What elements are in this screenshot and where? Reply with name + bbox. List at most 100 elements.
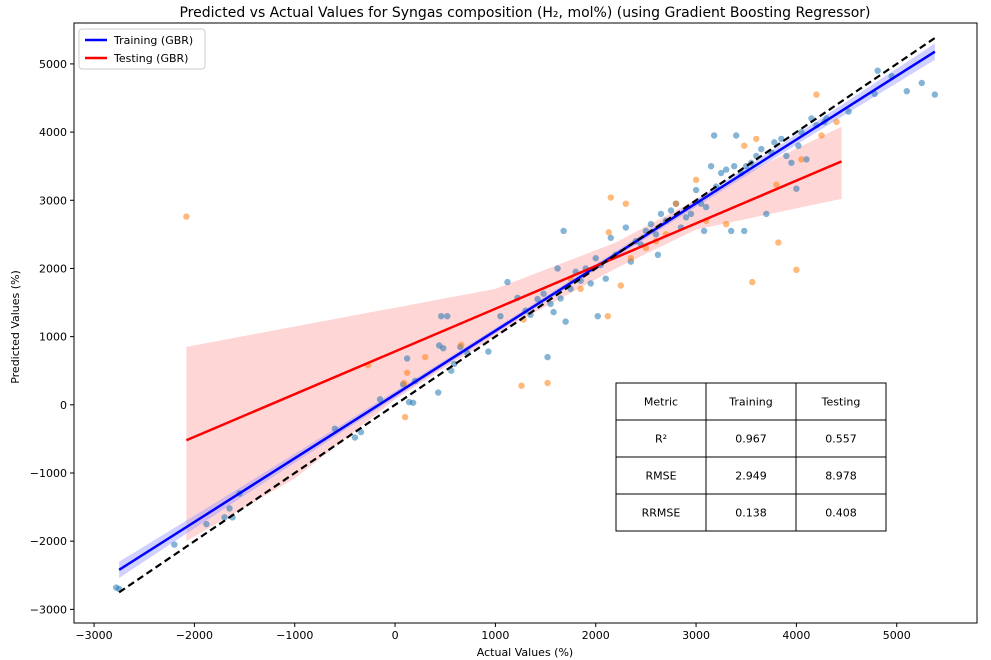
training-point [903,87,910,95]
training-point [587,280,594,287]
training-point [540,290,547,297]
training-point [793,185,800,192]
table-value: 0.408 [825,507,857,520]
training-point [652,231,660,238]
testing-point [544,379,551,387]
training-point [710,132,718,139]
chart-title: Predicted vs Actual Values for Syngas co… [179,5,870,21]
training-point [647,220,655,228]
table-header: Metric [644,396,678,409]
training-point [376,396,384,403]
x-tick-label: −1000 [276,629,313,642]
table-cell [615,382,707,421]
table-cell [795,456,887,495]
table-header: Training [728,396,772,409]
training-point [667,207,675,214]
x-tick-label: −2000 [176,629,213,642]
training-point [448,367,455,374]
training-point [758,145,765,153]
training-point [722,166,730,173]
testing-point [622,200,630,207]
training-point [622,224,630,231]
table-value: 8.978 [825,470,857,483]
testing-point [577,285,584,293]
training-point [733,132,740,139]
testing-point [818,132,825,139]
testing-point [607,194,614,201]
training-point [788,159,795,166]
training-point [560,227,567,235]
training-point [798,128,805,136]
y-tick-label: 0 [60,399,67,412]
training-point [602,275,609,282]
training-point [226,505,233,512]
training-point [874,67,881,74]
testing-point [813,91,820,98]
x-tick-label: −3000 [75,629,112,642]
training-point [771,139,778,146]
testing-point [518,382,525,389]
testing-point [401,413,409,421]
table-value: RRMSE [642,507,681,520]
y-tick-label: −3000 [30,603,67,616]
training-point [550,308,557,316]
training-point [918,79,926,87]
table-cell [705,419,797,458]
training-point [544,353,551,361]
x-tick-label: 3000 [682,629,710,642]
legend-label-training: Training (GBR) [113,34,193,47]
testing-point [183,213,190,220]
training-point [351,434,359,441]
x-tick-label: 2000 [582,629,610,642]
testing-point [833,118,840,126]
y-tick-label: −1000 [30,467,67,480]
testing-point [775,239,782,246]
training-point [444,312,451,320]
plot-frame [73,22,978,624]
training-point [331,425,339,432]
training-point [607,234,614,241]
y-tick-label: 4000 [39,126,67,139]
training-point [687,210,695,218]
x-tick-label: 5000 [883,629,911,642]
training-point [497,312,504,320]
testing-point [672,200,680,207]
training-point [171,541,178,548]
training-point [409,399,417,406]
legend: Training (GBR) Testing (GBR) [78,28,206,70]
testing-point [741,142,748,149]
table-cell [615,493,707,532]
testing-point [753,135,760,143]
training-point [438,312,445,320]
table-cell [795,382,887,421]
testing-fit-line [185,160,843,442]
table-value: 0.557 [825,433,857,446]
training-point [592,255,599,262]
legend-frame [78,28,206,70]
table-cell [615,419,707,458]
table-cell [615,456,707,495]
training-point [357,428,365,436]
testing-point [617,282,625,289]
training-point [702,203,710,211]
training-point [707,162,715,170]
training-point [547,300,554,308]
training-point [763,210,770,218]
y-tick-label: 5000 [39,58,67,71]
y-axis-label: Predicted Values (%) [9,270,22,384]
testing-point [773,181,780,188]
training-point [931,91,939,98]
testing-point [605,229,612,236]
training-point [403,355,411,362]
training-point [440,345,447,352]
testing-point [793,266,800,274]
table-value: 0.138 [735,507,767,520]
training-point [435,389,442,396]
training-point [783,152,790,160]
y-tick-label: 3000 [39,194,67,207]
testing-point [421,353,429,361]
training-point [717,169,725,177]
testing-point [627,255,635,262]
training-point [682,214,690,221]
